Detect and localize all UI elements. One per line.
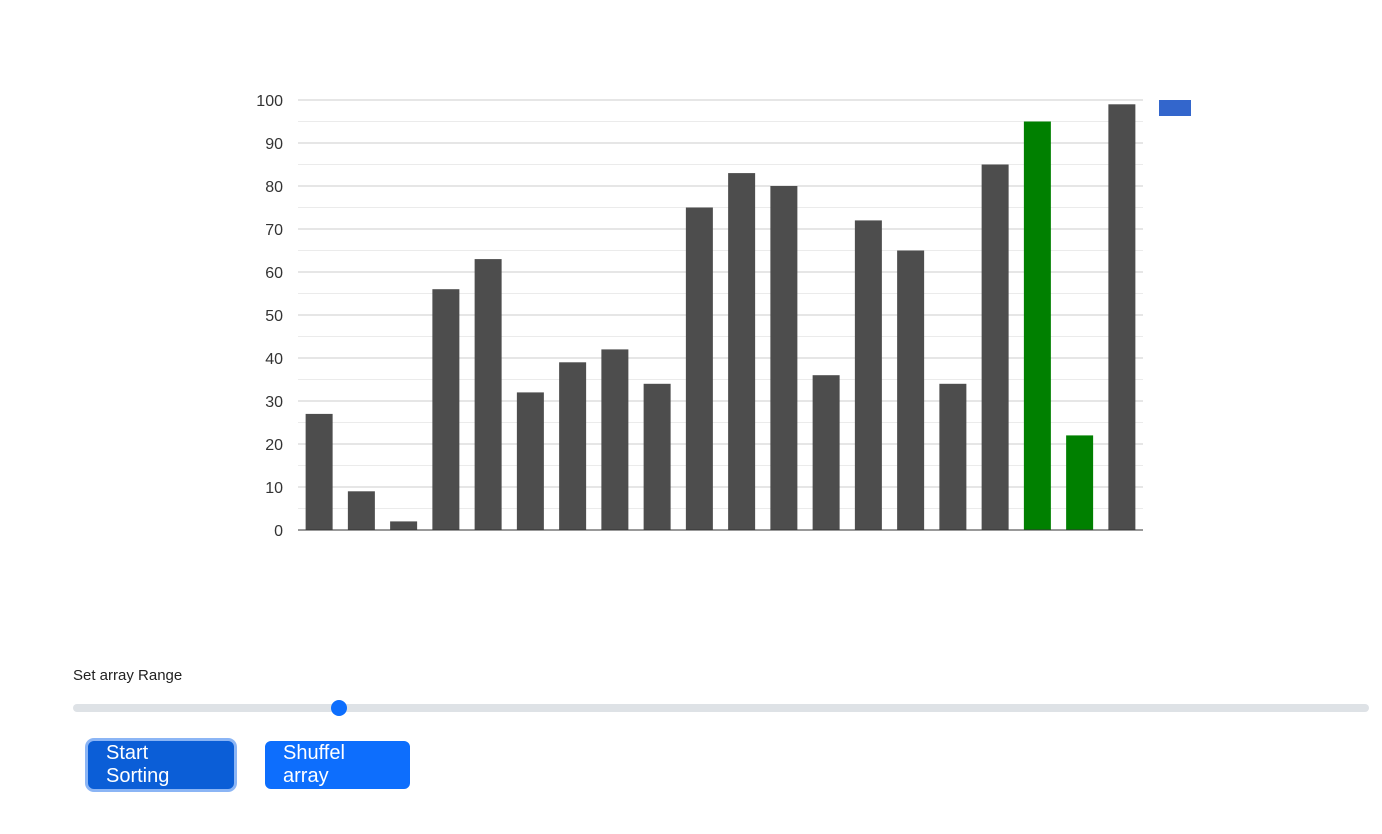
bar (812, 375, 840, 530)
legend-swatch (1159, 100, 1191, 116)
bar (685, 207, 713, 530)
bar (1023, 121, 1051, 530)
y-axis-ticks: 0 10 20 30 40 50 60 70 80 90 100 (256, 93, 283, 540)
bar (305, 413, 333, 530)
shuffle-array-button[interactable]: Shuffel array (265, 741, 410, 789)
y-tick-label: 50 (265, 308, 283, 325)
bar (474, 259, 502, 530)
bar (981, 164, 1009, 530)
bar (390, 521, 418, 530)
start-sorting-button[interactable]: Start Sorting (88, 741, 234, 789)
bar (643, 383, 671, 530)
y-tick-label: 60 (265, 265, 283, 282)
y-tick-label: 20 (265, 437, 283, 454)
bar (897, 250, 925, 530)
y-tick-label: 30 (265, 394, 283, 411)
slider-thumb[interactable] (330, 700, 347, 716)
y-tick-label: 90 (265, 136, 283, 153)
bar (601, 349, 629, 530)
bar (516, 392, 544, 530)
bar (1108, 104, 1136, 531)
y-tick-label: 80 (265, 179, 283, 196)
bar (939, 383, 967, 530)
bar (432, 289, 460, 530)
chart-gridlines (298, 99, 1143, 531)
y-tick-label: 40 (265, 351, 283, 368)
y-tick-label: 10 (265, 480, 283, 497)
bar (854, 220, 882, 530)
y-tick-label: 70 (265, 222, 283, 239)
range-label: Set array Range (73, 667, 183, 684)
array-range-slider[interactable] (73, 700, 1369, 716)
chart-bars (305, 104, 1136, 531)
y-tick-label: 0 (274, 523, 283, 540)
bar (559, 362, 587, 530)
bar-chart: 0 10 20 30 40 50 60 70 80 90 100 (256, 93, 1191, 540)
bar (1066, 435, 1094, 530)
y-tick-label: 100 (256, 93, 283, 110)
bar (728, 173, 756, 530)
bar (347, 491, 375, 530)
bar (770, 186, 798, 530)
